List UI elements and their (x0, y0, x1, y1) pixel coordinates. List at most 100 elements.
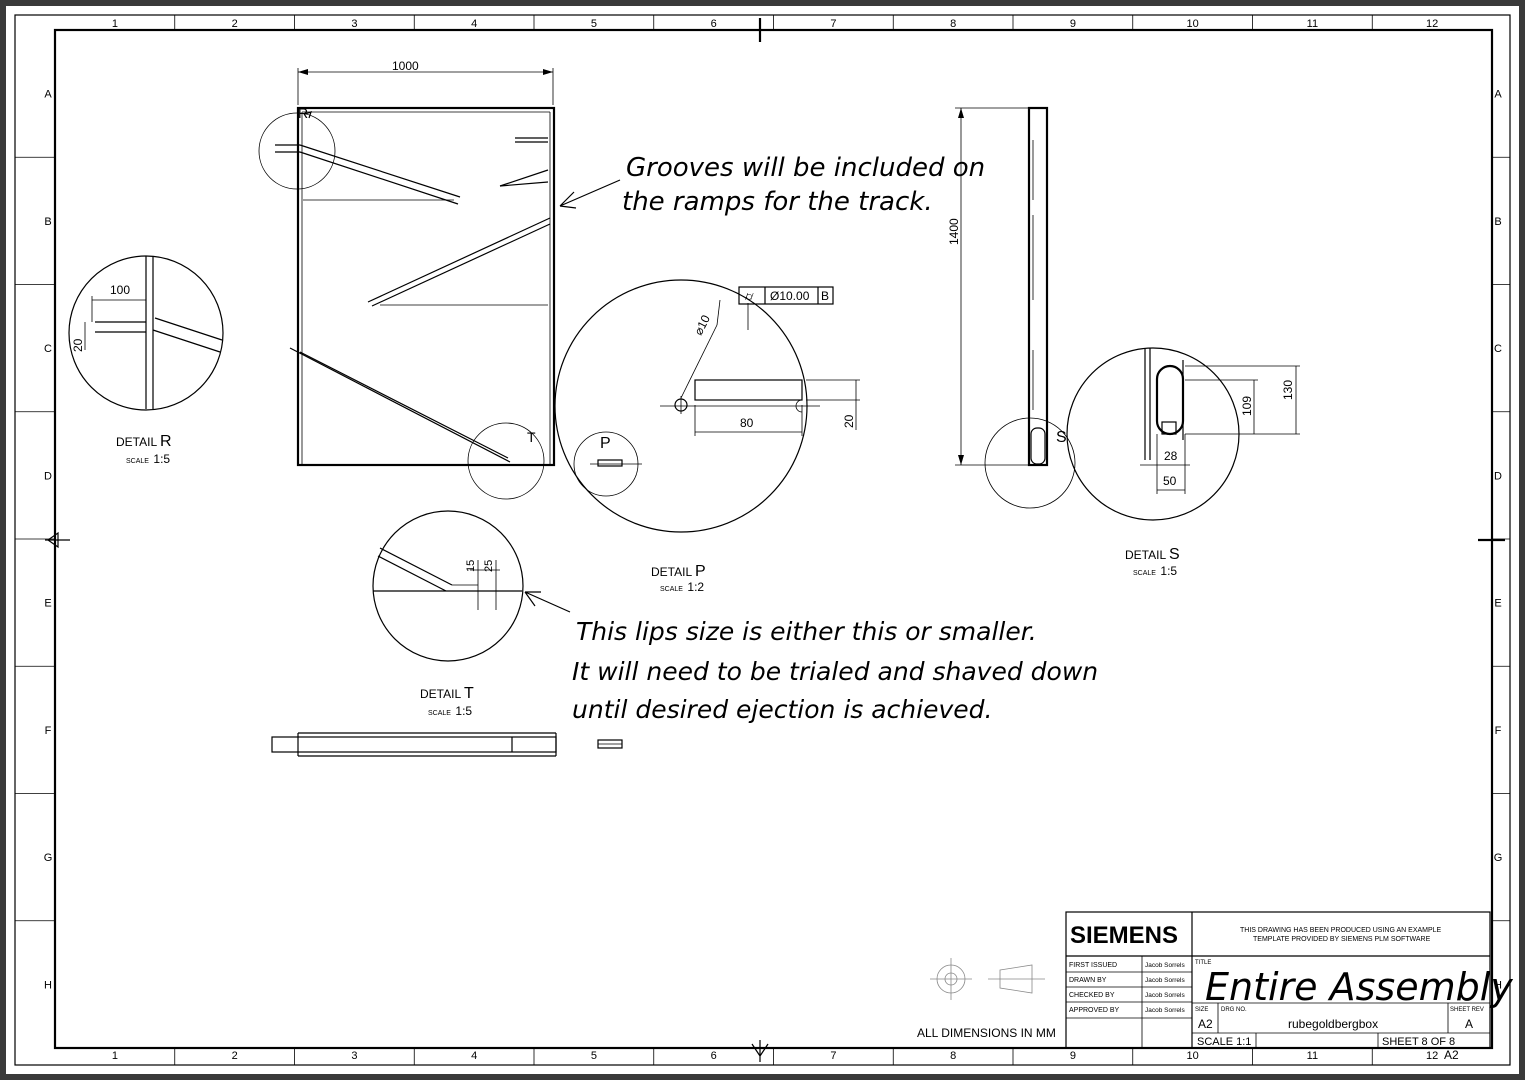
size-label: SIZE (1195, 1007, 1208, 1013)
zone-label: B (44, 216, 51, 228)
center-mark-left (45, 531, 70, 549)
dim-p-20: 20 (842, 414, 856, 428)
detail-s-scale-word: SCALE (1133, 570, 1156, 577)
zone-label: H (1494, 979, 1502, 991)
detail-t-letter: T (464, 685, 474, 702)
first-issued-name: Jacob Sorrels (1145, 962, 1185, 969)
detail-t-scale: 1:5 (455, 704, 472, 718)
detail-s: 109 130 28 50 DETAIL S SCALE 1:5 (1066, 347, 1300, 578)
zone-label: 2 (232, 18, 238, 30)
zone-label: H (44, 979, 52, 991)
detail-s-word: DETAIL (1125, 548, 1166, 562)
scale-value: SCALE 1:1 (1197, 1036, 1251, 1048)
all-dimensions-note: ALL DIMENSIONS IN MM (917, 1026, 1056, 1040)
zone-label: 4 (471, 1050, 477, 1062)
detail-p-letter: P (695, 563, 706, 580)
template-note-line1: THIS DRAWING HAS BEEN PRODUCED USING AN … (1240, 927, 1442, 934)
zone-label: E (44, 598, 51, 610)
gdt-symbol: ⌭ (745, 289, 754, 303)
zone-label: 8 (950, 1050, 956, 1062)
zone-label: 9 (1070, 1050, 1076, 1062)
zone-label: A (1494, 89, 1502, 101)
size-value: A2 (1198, 1017, 1213, 1031)
detail-t-word: DETAIL (420, 687, 461, 701)
marker-p: P (600, 435, 611, 452)
zone-label: 6 (711, 18, 717, 30)
side-view: 1400 S (947, 106, 1076, 509)
dim-s-130: 130 (1281, 380, 1295, 400)
detail-p-word: DETAIL (651, 565, 692, 579)
svg-text:SCALE 1:5: SCALE 1:5 (428, 702, 472, 719)
approved-by-name: Jacob Sorrels (1145, 1007, 1185, 1014)
zone-label: 7 (830, 1050, 836, 1062)
zone-label: C (1494, 343, 1502, 355)
detail-t: 15 25 DETAIL T SCALE 1:5 (372, 510, 524, 719)
detail-t-circle (467, 422, 545, 500)
zone-label: F (1495, 725, 1502, 737)
zone-label: 1 (112, 1050, 118, 1062)
dim-p-80: 80 (740, 416, 754, 430)
drawn-by-label: DRAWN BY (1069, 977, 1107, 984)
sheet-rev-value: A (1465, 1017, 1473, 1031)
note-lips-line3: until desired ejection is achieved. (572, 695, 992, 724)
detail-p-scale: 1:2 (687, 580, 704, 594)
note-lips-line1: This lips size is either this or smaller… (576, 617, 1037, 646)
note-lips: This lips size is either this or smaller… (524, 591, 1098, 724)
gdt-value: Ø10.00 (770, 289, 810, 303)
title-label: TITLE (1195, 960, 1211, 966)
zone-label: E (1494, 598, 1501, 610)
zone-label: 3 (351, 1050, 357, 1062)
zone-label: 11 (1307, 18, 1318, 30)
zone-label: G (1494, 852, 1503, 864)
zone-label: 9 (1070, 18, 1076, 30)
zone-label: C (44, 343, 52, 355)
zone-label: 11 (1307, 1050, 1318, 1062)
sheet-number: SHEET 8 OF 8 (1382, 1036, 1455, 1048)
svg-text:DETAIL S: DETAIL S (1125, 546, 1180, 563)
svg-text:SCALE 1:5: SCALE 1:5 (126, 450, 170, 467)
detail-r-scale: 1:5 (153, 452, 170, 466)
detail-p: 80 20 ⌀10 ⌭ Ø10.00 B P DETAIL P SCALE 1:… (554, 279, 860, 595)
dim-t-25: 25 (483, 560, 495, 572)
zone-ticks (15, 15, 1510, 1065)
drawing-sheet: 1 1 2 2 3 3 4 4 5 5 6 6 7 7 8 8 9 9 10 10 11 11 12 12 A A B B C C D D E E… (6, 6, 1519, 1074)
note-grooves: Grooves will be included on the ramps fo… (559, 153, 985, 217)
note-grooves-line1: Grooves will be included on (626, 153, 985, 183)
detail-r-word: DETAIL (116, 435, 157, 449)
front-view: 1000 R T (258, 59, 556, 500)
center-mark-bottom (751, 1040, 769, 1062)
approved-by-label: APPROVED BY (1069, 1007, 1120, 1014)
svg-text:DETAIL T: DETAIL T (420, 685, 474, 702)
zone-label: 12 (1426, 1050, 1438, 1062)
zone-label: 4 (471, 18, 477, 30)
first-issued-label: FIRST ISSUED (1069, 962, 1117, 969)
gdt-datum: B (821, 289, 829, 303)
template-note-line2: TEMPLATE PROVIDED BY SIEMENS PLM SOFTWAR… (1253, 936, 1431, 943)
detail-s-scale: 1:5 (1160, 564, 1177, 578)
zone-label: D (44, 470, 52, 482)
svg-text:SCALE 1:2: SCALE 1:2 (660, 578, 704, 595)
dim-r-100: 100 (110, 283, 130, 297)
svg-text:DETAIL R: DETAIL R (116, 433, 172, 450)
detail-r-circle (258, 112, 336, 190)
zone-label: A (44, 89, 52, 101)
zone-label: 1 (112, 18, 118, 30)
zone-label: 7 (830, 18, 836, 30)
detail-t-scale-word: SCALE (428, 710, 451, 717)
dim-s-50: 50 (1163, 474, 1177, 488)
zone-label: 8 (950, 18, 956, 30)
detail-s-letter: S (1169, 546, 1180, 563)
dim-1400: 1400 (947, 218, 961, 245)
outer-border (14, 14, 1511, 1066)
drg-value: rubegoldbergbox (1288, 1017, 1378, 1031)
drg-label: DRG NO. (1221, 1007, 1247, 1013)
zone-label: F (45, 725, 52, 737)
format-value: A2 (1444, 1048, 1459, 1062)
dim-r-20: 20 (71, 338, 85, 352)
zone-label: 6 (711, 1050, 717, 1062)
title-block: SIEMENS THIS DRAWING HAS BEEN PRODUCED U… (1065, 911, 1513, 1062)
svg-text:DETAIL P: DETAIL P (651, 563, 706, 580)
dim-s-28: 28 (1164, 449, 1178, 463)
projection-symbol (930, 958, 1045, 1000)
